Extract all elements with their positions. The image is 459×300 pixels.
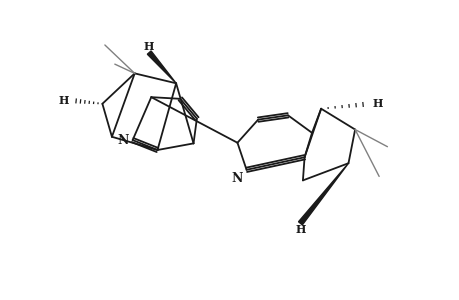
Text: H: H xyxy=(372,98,382,109)
Text: H: H xyxy=(58,95,68,106)
Polygon shape xyxy=(147,51,176,83)
Text: N: N xyxy=(231,172,242,185)
Text: N: N xyxy=(117,134,129,147)
Text: H: H xyxy=(295,224,305,235)
Polygon shape xyxy=(298,163,348,225)
Text: H: H xyxy=(144,40,154,52)
